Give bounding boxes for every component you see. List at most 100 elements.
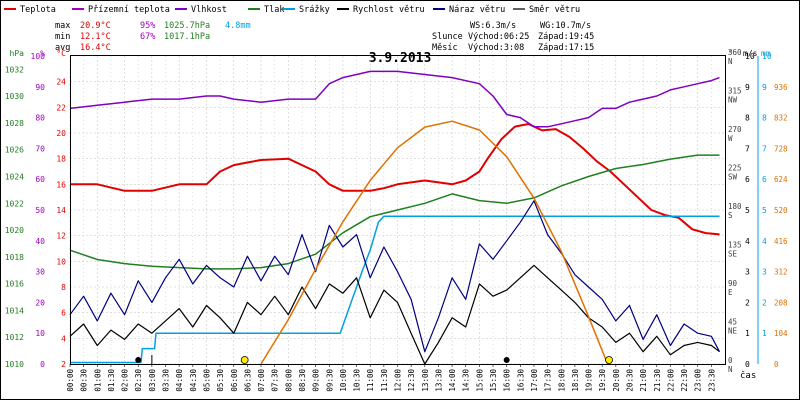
- axis-tick-pct: 60: [35, 175, 45, 184]
- stat-moon-label: Měsíc: [432, 43, 458, 53]
- axis-tick-ms: 1: [745, 329, 750, 338]
- axis-tick-hpa: 1030: [5, 92, 24, 101]
- axis-tick-pct: 90: [35, 83, 45, 92]
- axis-tick-wm2: 832: [774, 114, 788, 123]
- x-tick-label: 09:30: [325, 369, 334, 392]
- stat-max-hum: 95%: [140, 21, 155, 31]
- axis-tick-hpa: 1016: [5, 280, 24, 289]
- axis-tick-mm: 9: [762, 83, 767, 92]
- axis-tick-wm2: 312: [774, 268, 788, 277]
- x-tick-label: 05:30: [216, 369, 225, 392]
- sunset-marker: [605, 356, 613, 364]
- x-tick-label: 06:30: [243, 369, 252, 392]
- axis-label-mm: mm: [761, 49, 771, 58]
- axis-tick-wm2: 936: [774, 83, 788, 92]
- axis-tick-pct: 40: [35, 237, 45, 246]
- axis-label-hpa: hPa: [10, 49, 25, 58]
- series-line-2: [69, 154, 720, 270]
- x-tick-label: 12:00: [394, 369, 403, 392]
- axis-tick-hpa: 1020: [5, 226, 24, 235]
- series-line-3: [70, 215, 720, 364]
- x-tick-label: 22:30: [680, 369, 689, 392]
- axis-tick-c: 12: [56, 232, 66, 241]
- axis-tick-c: 4: [61, 334, 66, 343]
- stat-min-temp: 12.1°C: [80, 32, 111, 42]
- x-tick-label: 22:00: [666, 369, 675, 392]
- axis-tick-ms: 6: [745, 175, 750, 184]
- axis-tick-pct: 10: [35, 329, 45, 338]
- stat-avg-temp: 16.4°C: [80, 43, 111, 53]
- stat-max-press: 1025.7hPa: [164, 21, 210, 31]
- axis-tick-deg: 90: [728, 279, 738, 288]
- x-tick-label: 12:30: [407, 369, 416, 392]
- axis-tick-c: 8: [61, 283, 66, 292]
- axis-tick-pct: 80: [35, 114, 45, 123]
- x-tick-label: 00:00: [66, 369, 75, 392]
- axis-tick-wm2: 416: [774, 237, 788, 246]
- axis-tick-hpa: 1024: [5, 173, 24, 182]
- axis-tick-hpa: 1022: [5, 199, 24, 208]
- axis-tick-hpa: 1014: [5, 306, 24, 315]
- legend-label: Náraz větru: [449, 5, 505, 15]
- axis-tick-hpa: 1026: [5, 146, 24, 155]
- stat-sun-set: Západ:19:45: [538, 32, 594, 42]
- stat-sun-rise: Východ:06:25: [468, 32, 529, 42]
- axis-tick-deg: 135: [728, 241, 742, 250]
- x-tick-label: 10:30: [353, 369, 362, 392]
- axis-tick-dir: S: [728, 211, 733, 220]
- axis-tick-ms: 5: [745, 206, 750, 215]
- axis-label-deg: °: [728, 49, 733, 58]
- axis-tick-wm2: 728: [774, 144, 788, 153]
- x-tick-label: 02:00: [121, 369, 130, 392]
- wind-marker: [503, 357, 510, 363]
- axis-tick-ms: 8: [745, 114, 750, 123]
- x-unit-label: čas: [740, 370, 756, 381]
- stat-precip: 4.8mm: [225, 21, 251, 31]
- x-tick-label: 14:30: [462, 369, 471, 392]
- x-tick-label: 16:00: [503, 369, 512, 392]
- stat-min-press: 1017.1hPa: [164, 32, 210, 42]
- legend-label: Směr větru: [529, 5, 580, 15]
- axis-tick-dir: NW: [728, 96, 738, 105]
- x-tick-label: 18:30: [571, 369, 580, 392]
- axis-tick-c: 24: [56, 78, 66, 87]
- series-line-4: [69, 264, 720, 365]
- axis-tick-pct: 100: [31, 52, 46, 61]
- axis-tick-hpa: 1032: [5, 65, 24, 74]
- axis-tick-wm2: 104: [774, 329, 788, 338]
- axis-tick-ms: 2: [745, 298, 750, 307]
- chart-title: 3.9.2013: [369, 51, 432, 66]
- axis-tick-dir: W: [728, 134, 733, 143]
- axis-tick-dir: SE: [728, 250, 738, 259]
- axis-tick-deg: 0: [728, 356, 733, 365]
- x-tick-label: 21:30: [653, 369, 662, 392]
- x-tick-label: 08:30: [298, 369, 307, 392]
- axis-tick-pct: 70: [35, 144, 45, 153]
- x-tick-label: 20:30: [625, 369, 634, 392]
- x-tick-label: 08:00: [284, 369, 293, 392]
- x-tick-label: 17:00: [530, 369, 539, 392]
- axis-tick-hpa: 1010: [5, 360, 24, 369]
- axis-tick-mm: 1: [762, 329, 767, 338]
- legend-label: Vlhkost: [191, 5, 227, 15]
- axis-tick-pct: 0: [40, 360, 45, 369]
- x-tick-label: 07:30: [271, 369, 280, 392]
- axis-tick-mm: 2: [762, 298, 767, 307]
- axis-tick-c: 20: [56, 129, 66, 138]
- stat-max-temp: 20.9°C: [80, 21, 111, 31]
- x-tick-label: 10:00: [339, 369, 348, 392]
- axis-tick-ms: 3: [745, 268, 750, 277]
- stat-min-label: min: [55, 32, 70, 42]
- axis-tick-dir: NE: [728, 327, 738, 336]
- axis-tick-c: 18: [56, 155, 66, 164]
- axis-tick-deg: 270: [728, 125, 742, 134]
- legend-label: Tlak: [264, 5, 284, 15]
- axis-tick-wm2: 0: [774, 360, 779, 369]
- stat-min-hum: 67%: [140, 32, 155, 42]
- sunrise-marker: [240, 356, 249, 364]
- series-layer: [69, 70, 721, 365]
- x-tick-label: 01:00: [93, 369, 102, 392]
- axis-tick-mm: 5: [762, 206, 767, 215]
- x-tick-label: 16:30: [516, 369, 525, 392]
